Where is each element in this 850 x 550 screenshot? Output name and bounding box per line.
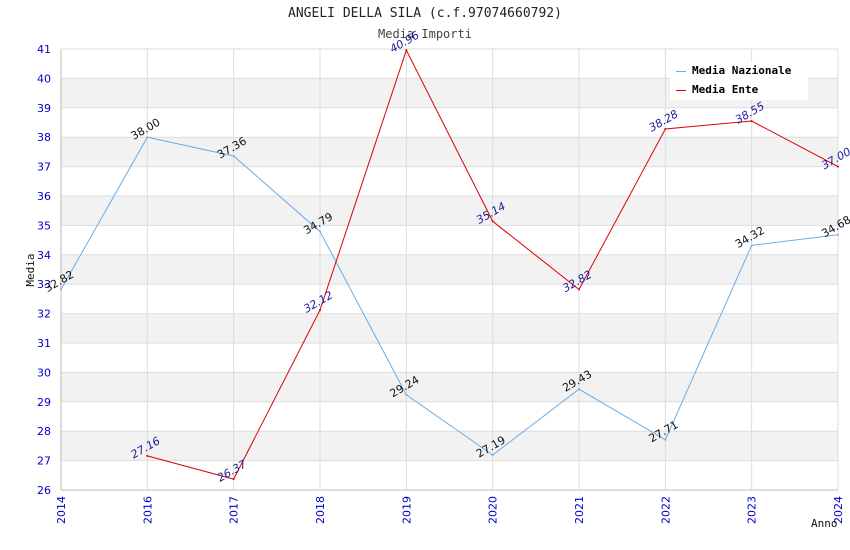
y-tick-label: 40 <box>37 72 51 85</box>
x-tick-label: 2019 <box>400 496 413 524</box>
legend-item-nazionale: Media Nazionale <box>676 64 791 78</box>
y-tick-label: 41 <box>37 43 51 56</box>
legend-item-ente: Media Ente <box>676 83 758 97</box>
plot-band <box>61 372 838 402</box>
data-point-nazionale <box>232 155 235 158</box>
data-label-ente: 32.12 <box>301 289 335 316</box>
plot-band <box>61 254 838 285</box>
chart-title: ANGELI DELLA SILA (c.f.97074660792) <box>288 6 562 21</box>
data-point-nazionale <box>750 244 753 247</box>
data-point-nazionale <box>405 393 408 396</box>
data-label-nazionale: 34.32 <box>733 224 767 251</box>
data-point-nazionale <box>319 230 321 233</box>
x-tick-label: 2022 <box>659 496 672 524</box>
y-tick-label: 29 <box>37 396 51 409</box>
data-point-nazionale <box>837 233 839 236</box>
plot-band <box>61 196 838 226</box>
y-tick-label: 36 <box>37 190 51 203</box>
plot-band <box>61 137 838 167</box>
x-tick-label: 2018 <box>314 496 327 524</box>
data-point-nazionale <box>146 136 149 139</box>
data-point-ente <box>319 309 321 312</box>
plot-band <box>61 313 838 343</box>
data-point-ente <box>750 120 753 123</box>
series-lines <box>60 48 839 481</box>
data-point-ente <box>146 454 149 457</box>
data-point-ente <box>232 478 235 481</box>
x-axis-label: Anno <box>811 517 838 530</box>
data-point-nazionale <box>60 288 62 291</box>
y-tick-label: 38 <box>37 131 51 144</box>
y-tick-label: 37 <box>37 161 51 174</box>
data-label-nazionale: 32.82 <box>42 268 76 295</box>
y-tick-label: 34 <box>37 249 51 262</box>
y-tick-label: 27 <box>37 455 51 468</box>
data-point-nazionale <box>578 388 580 391</box>
axes <box>60 49 838 491</box>
data-label-ente: 38.28 <box>647 107 681 134</box>
x-tick-label: 2023 <box>746 496 759 524</box>
x-tick-label: 2016 <box>141 496 154 524</box>
chart-subtitle: Media Importi <box>378 27 472 41</box>
y-tick-label: 31 <box>37 337 51 350</box>
y-tick-label: 39 <box>37 102 51 115</box>
data-label-ente: 40.96 <box>388 29 422 56</box>
x-tick-label: 2017 <box>228 496 241 524</box>
data-point-ente <box>578 288 580 291</box>
series-line-nazionale <box>60 136 839 456</box>
data-point-nazionale <box>491 454 494 457</box>
data-point-ente <box>664 127 667 130</box>
legend-swatch-nazionale <box>676 70 686 72</box>
data-point-ente <box>491 220 494 223</box>
data-point-nazionale <box>664 438 667 441</box>
x-tick-label: 2024 <box>832 496 845 524</box>
plot-band <box>61 431 838 461</box>
y-tick-label: 33 <box>37 278 51 291</box>
y-axis-label: Media <box>24 253 37 286</box>
y-tick-label: 30 <box>37 366 51 379</box>
x-tick-labels: 2014 2016 2017 2018 2019 2020 2021 2022 2023 2024 <box>55 496 845 524</box>
y-tick-labels: 26 27 28 29 30 31 32 33 34 35 36 37 38 39 40 41 <box>37 43 51 497</box>
legend-label-ente: Media Ente <box>692 83 759 96</box>
data-point-ente <box>405 49 408 52</box>
x-tick-label: 2021 <box>573 496 586 524</box>
x-tick-label: 2020 <box>487 496 500 524</box>
y-tick-label: 35 <box>37 219 51 232</box>
y-tick-label: 28 <box>37 425 51 438</box>
x-tick-label: 2014 <box>55 496 68 524</box>
y-tick-label: 26 <box>37 484 51 497</box>
legend-label-nazionale: Media Nazionale <box>692 64 792 77</box>
y-tick-label: 32 <box>37 308 51 321</box>
legend: Media Nazionale Media Ente <box>670 62 808 100</box>
data-point-ente <box>837 165 839 168</box>
data-label-ente: 26.37 <box>215 458 249 485</box>
legend-swatch-ente <box>676 89 686 91</box>
plot-bands <box>61 78 838 461</box>
